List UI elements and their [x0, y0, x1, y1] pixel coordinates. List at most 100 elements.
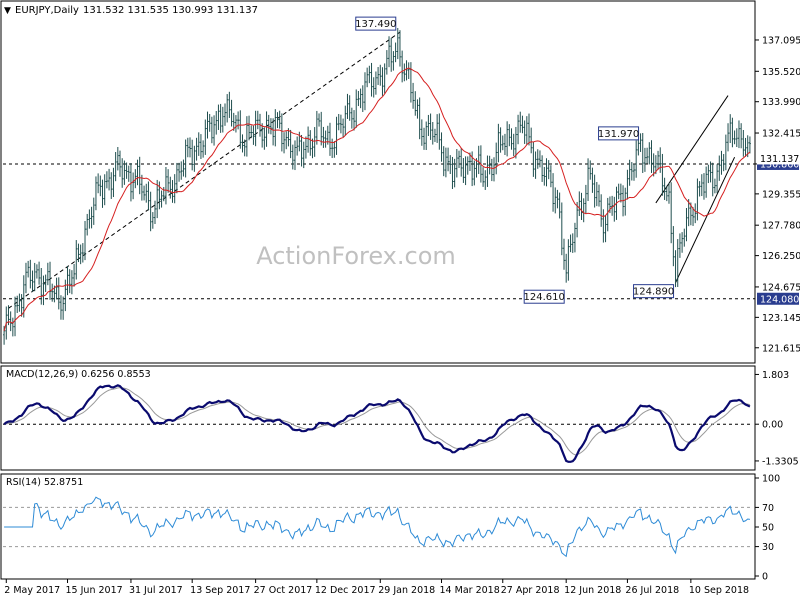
ohlc-bar	[280, 113, 283, 152]
ohlc-bar	[692, 207, 695, 226]
ohlc-bar	[169, 176, 172, 199]
ohlc-bar	[38, 261, 41, 285]
ohlc-bar	[517, 114, 520, 145]
ohlc-bar	[694, 203, 697, 224]
ohlc-bar	[646, 147, 649, 164]
ohlc-bar	[22, 275, 25, 318]
ohlc-bar	[204, 119, 207, 155]
ohlc-bar	[191, 139, 194, 171]
ohlc-bar	[272, 118, 275, 146]
rsi-axis-label: 100	[762, 474, 780, 485]
ohlc-bar	[600, 194, 603, 227]
ohlc-bar	[497, 123, 500, 163]
ohlc-bar	[499, 127, 502, 153]
ohlc-bar	[147, 181, 150, 211]
ohlc-bar	[62, 296, 65, 320]
ohlc-bar	[300, 134, 303, 167]
ohlc-bar	[396, 27, 399, 60]
ohlc-bar	[460, 148, 463, 177]
ohlc-bar	[630, 162, 633, 181]
ohlc-bar	[125, 162, 128, 179]
ohlc-bar	[86, 213, 89, 236]
ohlc-bar	[350, 107, 353, 129]
ohlc-bar	[418, 97, 421, 140]
price-axis-label: 127.780	[762, 221, 800, 232]
ohlc-bar	[33, 262, 36, 292]
ohlc-bar	[420, 119, 423, 146]
ohlc-bar	[405, 60, 408, 81]
ohlc-bar	[18, 293, 21, 312]
ohlc-bar	[554, 187, 557, 214]
ohlc-bar	[103, 174, 106, 206]
ohlc-bar	[138, 156, 141, 195]
ohlc-bar	[127, 165, 130, 182]
ohlc-bar	[31, 270, 34, 292]
ohlc-bar	[328, 122, 331, 156]
ohlc-bar	[440, 132, 443, 162]
ohlc-bar	[81, 243, 84, 263]
ohlc-bar	[335, 116, 338, 155]
ohlc-bar	[661, 153, 664, 196]
ohlc-bar	[611, 195, 614, 216]
ohlc-bar	[70, 270, 73, 295]
ohlc-bar	[442, 146, 445, 177]
trend-line	[675, 156, 736, 283]
ohlc-bar	[582, 198, 585, 223]
symbol-dropdown-icon[interactable]: ▼	[4, 6, 11, 16]
ohlc-bar	[51, 283, 54, 302]
ohlc-bar	[57, 277, 60, 310]
ohlc-bar	[709, 161, 712, 183]
ohlc-bar	[368, 65, 371, 84]
date-axis-label: 15 Jun 2017	[66, 585, 123, 596]
ohlc-bar	[742, 129, 745, 157]
ohlc-bar	[543, 166, 546, 186]
ohlc-bar	[477, 145, 480, 175]
ohlc-bar	[265, 111, 268, 147]
ohlc-bar	[462, 158, 465, 183]
rsi-title: RSI(14) 52.8751	[6, 477, 83, 488]
ohlc-bar	[388, 36, 391, 68]
ohlc-bar	[451, 156, 454, 189]
ohlc-bar	[315, 110, 318, 145]
ohlc-bar	[702, 173, 705, 200]
ohlc-bar	[116, 146, 119, 171]
macd-panel-frame	[0, 365, 756, 471]
ohlc-bar	[197, 132, 200, 156]
ohlc-bar	[112, 167, 115, 198]
ohlc-bar	[73, 263, 76, 287]
ohlc-bar	[567, 239, 570, 281]
ohlc-bar	[720, 150, 723, 175]
date-axis-label: 27 Apr 2018	[501, 585, 560, 596]
level-value-box	[757, 292, 799, 305]
ohlc-bar	[493, 157, 496, 182]
ohlc-bar	[589, 160, 592, 180]
ohlc-bar	[536, 149, 539, 169]
ohlc-bar	[696, 178, 699, 221]
ohlc-bar	[488, 155, 491, 175]
ohlc-bar	[394, 42, 397, 63]
ohlc-bar	[676, 239, 679, 287]
ohlc-bar	[261, 123, 264, 148]
ohlc-bar	[429, 113, 432, 140]
ohlc-bar	[563, 238, 565, 270]
ohlc-bar	[674, 250, 677, 288]
ohlc-bar	[711, 162, 714, 197]
ohlc-bar	[501, 135, 504, 151]
ohlc-bar	[353, 110, 356, 131]
ohlc-bar	[525, 116, 528, 145]
ohlc-bar	[151, 212, 154, 229]
ohlc-bar	[195, 137, 198, 161]
macd-axis-label: 1.803	[762, 370, 789, 381]
ohlc-bar	[643, 147, 646, 172]
annotation-label: 131.970	[598, 129, 639, 140]
current-price-box	[757, 152, 799, 165]
ohlc-bar	[267, 114, 270, 134]
ohlc-bar	[438, 113, 441, 150]
ohlc-bar	[217, 104, 220, 130]
ohlc-bar	[156, 179, 159, 219]
ohlc-bar	[309, 130, 312, 156]
price-annotations: 137.490 131.970 124.610 124.890	[355, 16, 674, 304]
ohlc-bar	[482, 167, 485, 187]
ohlc-bar	[289, 129, 292, 159]
